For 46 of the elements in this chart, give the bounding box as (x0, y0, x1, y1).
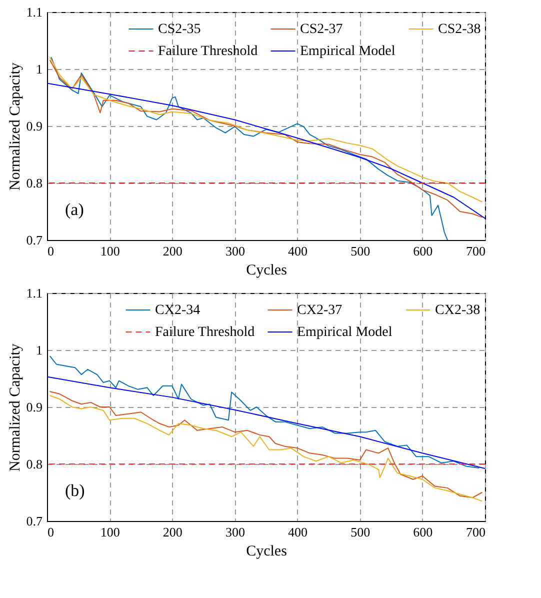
x-tick-label: 600 (413, 244, 433, 258)
x-tick-label: 500 (350, 524, 370, 540)
legend-label: CS2-37 (300, 22, 343, 37)
x-tick-label: 700 (466, 524, 486, 540)
line-series (50, 57, 448, 240)
x-axis-title: Cycles (246, 262, 288, 278)
line-series (50, 356, 480, 468)
annotation: (b) (65, 481, 85, 500)
legend-label: CX2-37 (297, 303, 342, 318)
y-tick-label: 0.9 (26, 400, 42, 414)
x-tick-label: 300 (225, 524, 245, 540)
y-tick-label: 1 (36, 342, 42, 358)
y-tick-label: 1.1 (26, 4, 42, 20)
y-axis-title: Normalized Capacity (7, 62, 24, 190)
y-tick-label: 1 (36, 62, 42, 76)
x-axis-title: Cycles (246, 544, 288, 560)
legend-label: CX2-38 (435, 303, 480, 318)
y-axis-title: Normalized Capacity (7, 343, 24, 472)
legend-label: Empirical Model (297, 325, 392, 340)
legend-label: CS2-38 (438, 22, 481, 37)
legend-label: Empirical Model (300, 44, 396, 59)
x-tick-label: 0 (48, 524, 54, 540)
y-tick-label: 0.7 (26, 232, 43, 248)
y-tick-label: 0.8 (26, 456, 42, 472)
x-tick-label: 600 (413, 524, 433, 540)
x-tick-label: 400 (288, 524, 308, 540)
y-tick-label: 0.8 (26, 176, 42, 190)
x-tick-label: 0 (48, 244, 54, 258)
y-tick-label: 0.7 (26, 514, 43, 528)
y-tick-label: 1.1 (26, 286, 42, 300)
legend-label: CX2-34 (155, 303, 200, 318)
x-tick-label: 400 (288, 244, 308, 258)
x-tick-label: 500 (350, 244, 370, 258)
legend-label: CS2-35 (158, 22, 201, 37)
x-tick-label: 300 (225, 244, 245, 258)
line-series (47, 82, 485, 219)
x-tick-label: 200 (162, 524, 182, 540)
annotation: (a) (65, 200, 84, 219)
line-series (47, 376, 485, 470)
x-tick-label: 200 (162, 244, 182, 258)
x-tick-label: 100 (100, 244, 120, 258)
x-tick-label: 700 (466, 244, 486, 258)
x-tick-label: 100 (100, 524, 120, 540)
y-tick-label: 0.9 (26, 118, 42, 134)
legend-label: Failure Threshold (158, 44, 258, 59)
legend-label: Failure Threshold (155, 325, 255, 340)
